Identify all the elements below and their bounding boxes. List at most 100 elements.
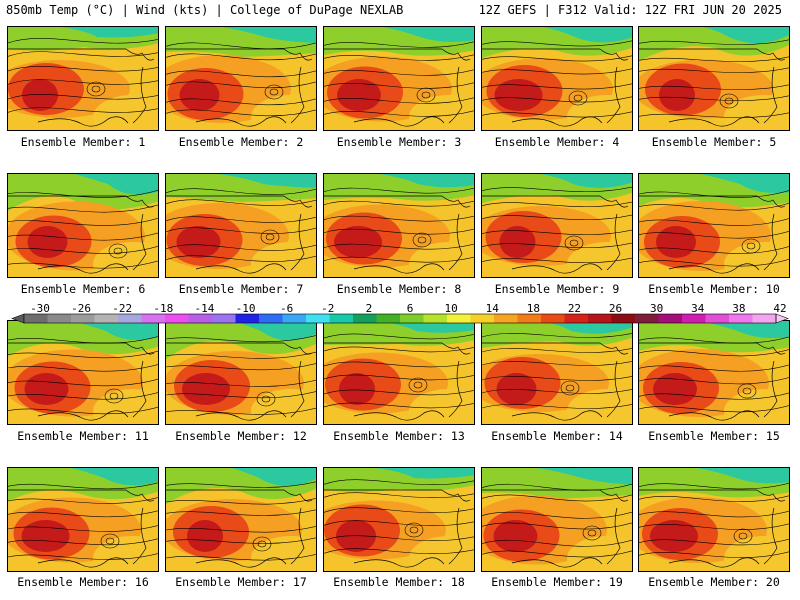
colorbar-swatch [47,314,72,323]
ensemble-member-caption: Ensemble Member: 17 [175,575,307,589]
colorbar-swatch [611,314,636,323]
colorbar-tick-label: 2 [366,304,373,315]
temperature-field [166,27,316,130]
colorbar-swatch [282,314,307,323]
ensemble-member-map [7,26,159,131]
colorbar-tick-label: 38 [732,304,745,315]
temperature-field [8,174,158,277]
colorbar-tick-label: -30 [30,304,50,315]
colorbar-swatch [400,314,424,323]
temperature-field [639,468,789,571]
colorbar-tick-label: -14 [195,304,215,315]
colorbar-swatch [141,314,166,323]
colorbar-swatch [517,314,542,323]
ensemble-member-map [7,173,159,278]
temperature-field [8,468,158,571]
temperature-field [166,321,316,424]
colorbar-tick-label: 14 [486,304,500,315]
ensemble-member-map [165,320,317,425]
ensemble-member-map [638,467,790,572]
colorbar-swatch [447,314,471,323]
colorbar-swatch [658,314,683,323]
ensemble-member-map [323,26,475,131]
ensemble-member-map [165,26,317,131]
colorbar-tick-label: 42 [773,304,786,315]
colorbar-outline [23,313,777,324]
temperature-field [639,174,789,277]
colorbar-swatch [564,314,589,323]
colorbar-swatch [353,314,377,323]
ensemble-member-caption: Ensemble Member: 3 [336,135,462,149]
temperature-field [482,468,632,571]
ensemble-member-caption: Ensemble Member: 13 [333,429,465,443]
ensemble-member-caption: Ensemble Member: 4 [494,135,620,149]
colorbar-swatch [235,314,260,323]
ensemble-member-caption: Ensemble Member: 16 [17,575,149,589]
ensemble-member-caption: Ensemble Member: 19 [491,575,623,589]
temperature-field [482,321,632,424]
temperature-field [8,321,158,424]
colorbar-tick-label: 6 [407,304,414,315]
colorbar-swatch [376,314,401,323]
colorbar-swatch [188,314,213,323]
ensemble-member-map [323,173,475,278]
colorbar-swatch [635,314,659,323]
colorbar-low-arrow [11,313,25,324]
ensemble-member-caption: Ensemble Member: 15 [648,429,780,443]
colorbar-swatch [94,314,119,323]
ensemble-member-map [323,467,475,572]
temperature-field [639,27,789,130]
ensemble-member-caption: Ensemble Member: 11 [17,429,149,443]
colorbar-swatch [259,314,283,323]
ensemble-member-map [638,26,790,131]
colorbar-tick-label: 26 [609,304,622,315]
temperature-field [639,321,789,424]
colorbar-tick-label: -2 [321,304,334,315]
temperature-field [324,468,474,571]
colorbar-swatch [682,314,706,323]
ensemble-member-caption: Ensemble Member: 5 [651,135,777,149]
ensemble-member-caption: Ensemble Member: 2 [178,135,304,149]
colorbar-swatch [24,314,48,323]
colorbar-swatch [165,314,189,323]
model-run-info: 12Z GEFS | F312 Valid: 12Z FRI JUN 20 20… [478,3,782,17]
colorbar-swatch [212,314,236,323]
temperature-field [482,27,632,130]
colorbar-swatch [306,314,330,323]
colorbar-high-arrow [775,313,789,324]
ensemble-member-map [481,320,633,425]
temperature-field [324,27,474,130]
ensemble-member-caption: Ensemble Member: 20 [648,575,780,589]
ensemble-member-map [638,173,790,278]
temperature-field [166,468,316,571]
ensemble-member-map [165,173,317,278]
ensemble-member-map [7,467,159,572]
colorbar-swatch [423,314,448,323]
colorbar-tick-label: -6 [280,304,293,315]
colorbar-swatch [729,314,753,323]
colorbar-swatch [494,314,518,323]
temperature-field [482,174,632,277]
colorbar-tick-label: -22 [112,304,132,315]
ensemble-member-caption: Ensemble Member: 6 [20,282,146,296]
colorbar-tick-label: -18 [153,304,173,315]
colorbar-tick-label: 34 [691,304,705,315]
ensemble-member-caption: Ensemble Member: 9 [494,282,620,296]
temperature-colorbar: -30 -26 -22 -18 -14 -10 -6 -2 2 6 10 14 18 22 26 30 34 38… [11,304,789,324]
colorbar-tick-label: -26 [71,304,91,315]
temperature-field [324,174,474,277]
ensemble-member-caption: Ensemble Member: 14 [491,429,623,443]
ensemble-member-map [481,26,633,131]
colorbar-swatch [329,314,354,323]
colorbar-swatch [71,314,95,323]
ensemble-member-map [638,320,790,425]
temperature-field [8,27,158,130]
temperature-field [324,321,474,424]
ensemble-member-caption: Ensemble Member: 8 [336,282,462,296]
colorbar-swatch [470,314,495,323]
colorbar-swatch [541,314,565,323]
colorbar-tick-label: 22 [568,304,581,315]
ensemble-member-caption: Ensemble Member: 12 [175,429,307,443]
ensemble-member-caption: Ensemble Member: 10 [648,282,780,296]
ensemble-member-caption: Ensemble Member: 1 [20,135,146,149]
